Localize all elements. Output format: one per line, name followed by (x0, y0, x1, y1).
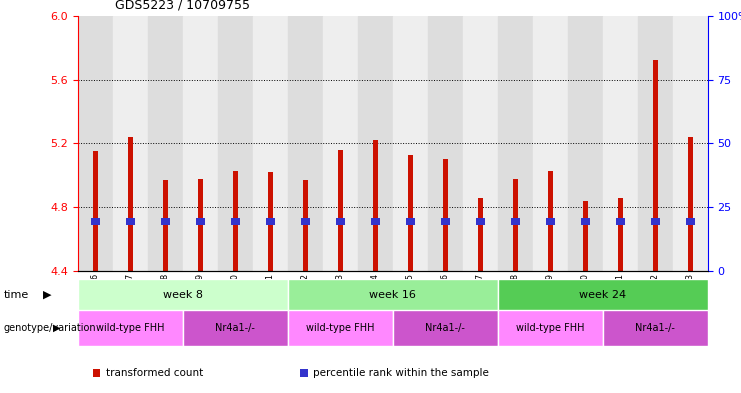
Text: Nr4a1-/-: Nr4a1-/- (635, 323, 675, 333)
Text: ▶: ▶ (53, 323, 61, 333)
Bar (602, 310, 708, 346)
Bar (323, 16, 358, 271)
Bar (546, 218, 554, 225)
Bar (441, 218, 450, 225)
Text: Nr4a1-/-: Nr4a1-/- (216, 323, 255, 333)
Bar (581, 218, 590, 225)
Bar (653, 61, 658, 271)
Bar (218, 16, 253, 271)
Bar (302, 180, 308, 271)
Bar (183, 310, 288, 346)
Bar (233, 171, 238, 271)
Bar (673, 16, 708, 271)
Text: week 24: week 24 (579, 290, 626, 300)
Bar (685, 218, 694, 225)
Bar (127, 137, 133, 271)
Bar (533, 16, 568, 271)
Bar (288, 310, 393, 346)
Bar (266, 218, 275, 225)
Bar (568, 16, 602, 271)
Bar (288, 16, 323, 271)
Bar (91, 218, 100, 225)
Bar (498, 16, 533, 271)
Bar (163, 180, 168, 271)
Text: percentile rank within the sample: percentile rank within the sample (313, 368, 489, 378)
Text: transformed count: transformed count (106, 368, 203, 378)
Bar (253, 16, 288, 271)
Bar (161, 218, 170, 225)
Bar (393, 310, 498, 346)
Bar (93, 151, 98, 271)
Text: wild-type FHH: wild-type FHH (306, 323, 374, 333)
Bar (617, 198, 622, 271)
Bar (406, 218, 415, 225)
Bar (196, 218, 205, 225)
Bar (268, 172, 273, 271)
Text: genotype/variation: genotype/variation (4, 323, 96, 333)
Bar (370, 218, 379, 225)
Bar (147, 16, 183, 271)
Bar (113, 16, 147, 271)
Text: GDS5223 / 10709755: GDS5223 / 10709755 (115, 0, 250, 12)
Bar (513, 178, 518, 271)
Bar (183, 16, 218, 271)
Text: wild-type FHH: wild-type FHH (96, 323, 165, 333)
Bar (498, 279, 708, 310)
Bar (428, 16, 462, 271)
Bar (288, 279, 498, 310)
Text: Nr4a1-/-: Nr4a1-/- (425, 323, 465, 333)
Bar (478, 198, 483, 271)
Bar (498, 310, 602, 346)
Bar (638, 16, 673, 271)
Bar (78, 279, 288, 310)
Text: wild-type FHH: wild-type FHH (516, 323, 585, 333)
Bar (408, 154, 413, 271)
Bar (651, 218, 659, 225)
Bar (358, 16, 393, 271)
Bar (338, 150, 343, 271)
Bar (198, 178, 203, 271)
Bar (442, 160, 448, 271)
Text: ▶: ▶ (43, 290, 51, 300)
Bar (602, 16, 638, 271)
Bar (548, 171, 553, 271)
Bar (582, 201, 588, 271)
Text: week 8: week 8 (163, 290, 203, 300)
Bar (393, 16, 428, 271)
Bar (373, 140, 378, 271)
Bar (231, 218, 239, 225)
Bar (78, 310, 183, 346)
Text: week 16: week 16 (369, 290, 416, 300)
Bar (476, 218, 485, 225)
Bar (462, 16, 498, 271)
Bar (336, 218, 345, 225)
Bar (616, 218, 625, 225)
Bar (126, 218, 135, 225)
Text: time: time (4, 290, 29, 300)
Bar (511, 218, 519, 225)
Bar (78, 16, 113, 271)
Bar (688, 137, 693, 271)
Bar (301, 218, 310, 225)
